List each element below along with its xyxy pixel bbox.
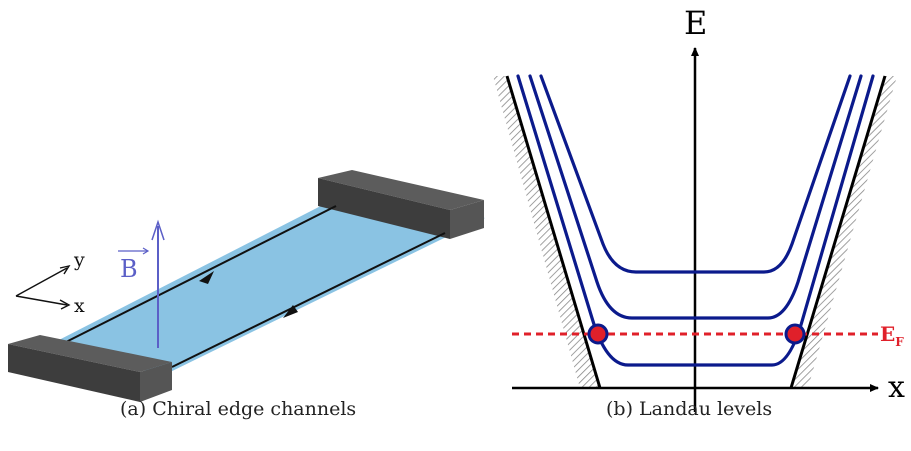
coordinate-axes <box>15 264 71 310</box>
caption-a: (a) Chiral edge channels <box>120 398 357 420</box>
magnetic-field-arrow <box>151 219 165 348</box>
caption-b: (b) Landau levels <box>606 398 773 420</box>
edge-channel-bottom <box>171 232 446 368</box>
position-axis-label: x <box>888 370 905 405</box>
confining-wall-left <box>505 75 602 389</box>
contact-right <box>318 170 484 239</box>
wall-hatch-right <box>791 76 897 388</box>
fermi-level-label: EF <box>880 322 904 349</box>
edge-state-right <box>784 323 806 345</box>
edge-state-left <box>587 323 609 345</box>
contact-left <box>8 335 172 402</box>
energy-axis-label: E <box>684 4 707 42</box>
panel-a-device: B y x <box>8 170 485 402</box>
landau-level-1 <box>528 74 863 320</box>
hall-bar-sheet <box>55 190 485 376</box>
axis-x-label: x <box>74 295 85 317</box>
channel-arrow-left <box>283 305 298 318</box>
landau-level-2 <box>539 74 852 274</box>
wall-hatch-left <box>493 76 600 388</box>
field-label: B <box>120 255 138 283</box>
edge-channel-top <box>65 205 337 343</box>
axis-y-label: y <box>73 249 85 271</box>
field-vector-bar-tip <box>142 247 150 255</box>
panel-b-landau: E x EF <box>493 4 905 412</box>
channel-arrow-right <box>199 271 214 284</box>
confining-wall-right <box>789 75 887 389</box>
